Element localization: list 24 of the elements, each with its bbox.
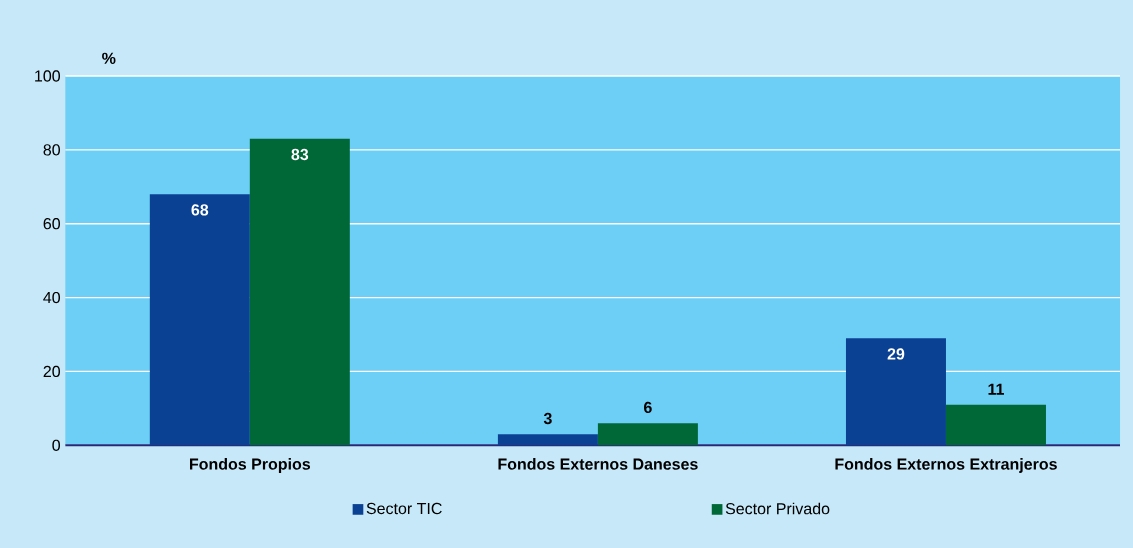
data-label: 68 — [191, 204, 209, 216]
bar — [149, 194, 250, 446]
data-label: 11 — [988, 383, 1004, 395]
legend-label: Sector TIC — [366, 502, 442, 515]
x-tick-label: Fondos Externos Daneses — [498, 458, 698, 470]
y-tick-label: 0 — [52, 439, 61, 451]
bar — [497, 434, 598, 446]
data-label: 83 — [291, 148, 309, 161]
x-tick-label: Fondos Externos Extranjeros — [835, 458, 1057, 473]
data-label: 6 — [644, 401, 652, 414]
y-tick-label: 60 — [43, 218, 61, 230]
y-tick-label: 20 — [43, 365, 61, 378]
legend-label: Sector Privado — [725, 502, 830, 515]
y-tick-label: 100 — [35, 70, 61, 82]
y-tick-label: 40 — [43, 291, 61, 304]
bar — [597, 423, 698, 446]
bar — [249, 138, 350, 446]
y-axis-title: % — [102, 52, 116, 64]
y-tick-label: 80 — [43, 144, 61, 156]
bar — [845, 338, 946, 446]
data-label: 29 — [887, 348, 905, 360]
bar — [945, 404, 1046, 446]
x-tick-label: Fondos Propios — [190, 458, 311, 473]
data-label: 3 — [543, 412, 552, 425]
